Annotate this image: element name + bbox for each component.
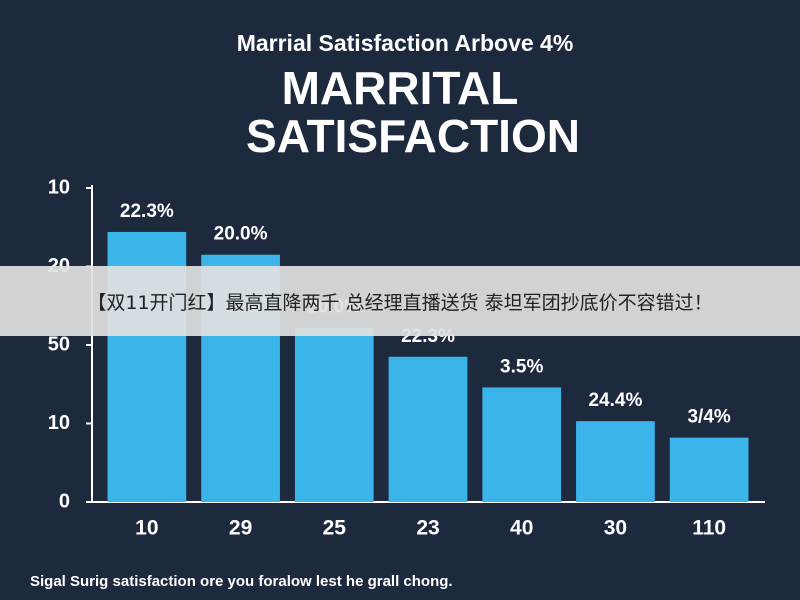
bar-label: 22.3% bbox=[120, 201, 174, 222]
chart-subtitle: Marrial Satisfaction Arbove 4% bbox=[237, 30, 574, 56]
x-tick-label: 110 bbox=[692, 517, 726, 540]
bar-label: 3.5% bbox=[500, 356, 543, 377]
y-tick-label: 10 bbox=[48, 412, 70, 434]
bar-label: 24.4% bbox=[588, 390, 642, 411]
y-tick-label: 0 bbox=[59, 490, 70, 512]
bar-label: 3/4% bbox=[687, 407, 730, 428]
x-tick-label: 23 bbox=[416, 517, 439, 540]
y-tick-label: 50 bbox=[48, 333, 70, 355]
chart-title: SATISFACTION bbox=[246, 110, 580, 162]
footnote: Sigal Surig satisfaction ore you foralow… bbox=[30, 573, 453, 590]
x-tick-label: 10 bbox=[135, 517, 158, 540]
x-tick-label: 25 bbox=[323, 517, 347, 540]
bar bbox=[576, 421, 655, 502]
ad-banner[interactable]: 【双11开门红】最高直降两千 总经理直播送货 泰坦军团抄底价不容错过！ bbox=[0, 266, 800, 336]
y-tick-label: 10 bbox=[48, 176, 70, 198]
bar bbox=[388, 356, 468, 502]
bar bbox=[482, 387, 562, 502]
bar-label: 20.0% bbox=[214, 224, 268, 245]
x-tick-label: 30 bbox=[604, 517, 627, 540]
x-tick-label: 29 bbox=[229, 517, 252, 540]
bar bbox=[669, 437, 749, 502]
bar bbox=[294, 327, 374, 502]
x-tick-label: 40 bbox=[510, 517, 533, 540]
chart-title: MARRITAL bbox=[282, 62, 519, 114]
